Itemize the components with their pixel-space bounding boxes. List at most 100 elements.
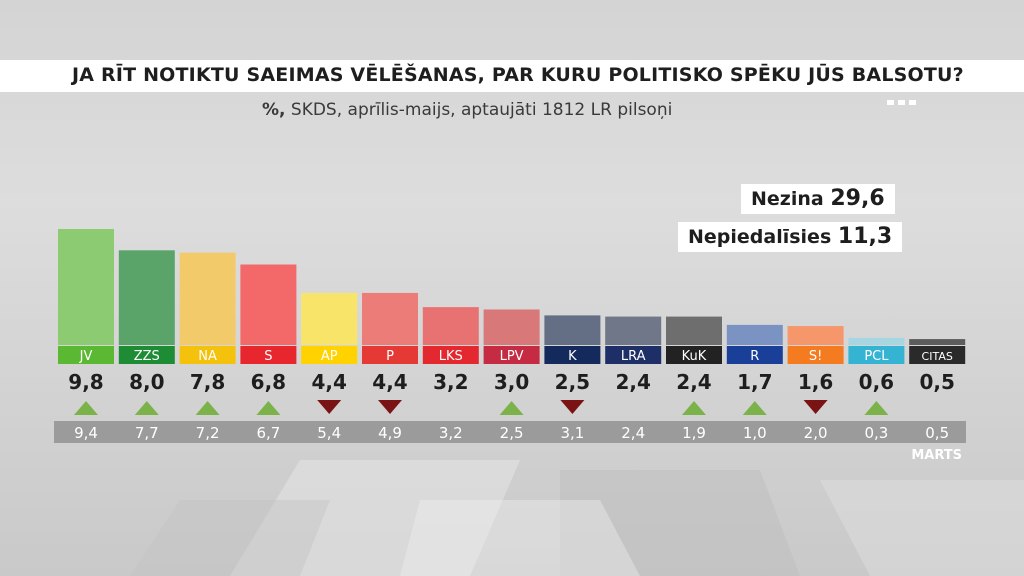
previous-value-label: 0,3 [864,424,888,442]
bar-kuk [666,316,722,345]
chart-title: JA RĪT NOTIKTU SAEIMAS VĒLĒŠANAS, PAR KU… [72,64,964,86]
category-label: NA [198,349,217,364]
chart-subtitle: %, SKDS, aprīlis-maijs, aptaujāti 1812 L… [262,100,672,120]
category-label: AP [321,349,338,364]
previous-value-label: 1,9 [682,424,706,442]
trend-up-icon [195,401,220,415]
category-label: S! [809,349,822,364]
value-label: 6,8 [251,370,286,394]
previous-value-label: 1,0 [743,424,767,442]
previous-value-label: 3,2 [439,424,463,442]
value-label: 1,7 [737,370,772,394]
value-label: 0,5 [919,370,954,394]
category-label: K [568,349,577,364]
bar-lks [422,307,479,345]
bar-na [179,252,236,345]
category-label-bg [118,346,175,364]
previous-value-label: 2,0 [804,424,828,442]
nezina-value: 29,6 [830,186,885,211]
category-label-bg [362,346,418,364]
trend-down-icon [317,400,342,414]
trend-up-icon [682,401,706,415]
category-label-bg [848,346,905,364]
value-label: 8,0 [129,370,164,394]
nepiedalisies-label: Nepiedalīsies [688,226,832,248]
category-label: P [386,349,394,364]
nepiedalisies-value: 11,3 [837,224,893,249]
subtitle-source: SKDS, aprīlis-maijs, aptaujāti 1812 LR p… [285,100,673,120]
nezina-label: Nezina [751,188,824,210]
bar-ap [301,292,358,345]
value-label: 3,0 [494,370,529,394]
category-label: PCL [864,349,889,364]
value-label: 4,4 [311,370,346,394]
category-label: KuK [682,349,707,364]
previous-value-label: 4,9 [378,424,402,442]
category-label: LPV [500,349,524,364]
trend-down-icon [803,400,828,414]
category-label: JV [79,349,93,364]
bar-s! [787,326,844,345]
category-label-bg [240,346,297,364]
category-label: R [750,349,759,364]
previous-value-label: 7,7 [135,424,159,442]
category-label: ZZS [134,349,160,364]
category-label-bg [909,346,966,364]
category-label: LRA [621,349,646,364]
trend-up-icon [134,401,159,415]
previous-value-label: 2,5 [500,424,524,442]
bar-citas [909,339,966,345]
title-bar [0,60,1024,92]
value-label: 3,2 [433,370,468,394]
trend-down-icon [560,400,585,414]
value-label: 4,4 [372,370,407,394]
previous-value-label: 9,4 [74,424,98,442]
category-label-bg [58,346,114,364]
category-label-bg [666,346,722,364]
bar-pcl [848,337,905,345]
bar-zzs [118,250,175,345]
category-label-bg [483,346,540,364]
value-label: 2,4 [615,370,650,394]
category-label-bg [544,346,601,364]
previous-value-label: 7,2 [196,424,220,442]
category-label: LKS [439,349,463,364]
category-label-bg [605,346,662,364]
value-label: 9,8 [68,370,103,394]
bar-p [362,292,418,345]
previous-value-label: 2,4 [621,424,645,442]
trend-down-icon [378,400,402,414]
trend-up-icon [742,401,767,415]
bar-jv [58,229,114,345]
previous-value-label: 3,1 [560,424,584,442]
value-label: 7,8 [190,370,225,394]
previous-values-band [54,421,966,443]
bar-r [726,324,783,345]
bar-k [544,315,601,345]
category-label-bg [787,346,844,364]
bar-lra [605,316,662,345]
value-label: 2,4 [676,370,711,394]
previous-value-label: 5,4 [317,424,341,442]
trend-up-icon [499,401,524,415]
category-label-bg [726,346,783,364]
previous-value-label: 6,7 [256,424,280,442]
category-label-bg [179,346,236,364]
category-label: CITAS [922,350,953,363]
bar-lpv [483,309,540,345]
trend-up-icon [74,401,98,415]
category-label-bg [422,346,479,364]
category-label: S [264,349,272,364]
previous-value-label: 0,5 [925,424,949,442]
nepiedalisies-box: Nepiedalīsies 11,3 [678,222,903,252]
previous-period-label: MARTS [911,448,962,463]
subtitle-unit: %, [262,100,286,120]
trend-up-icon [864,401,889,415]
trend-up-icon [256,401,281,415]
nezina-box: Nezina 29,6 [741,184,895,214]
menu-dots-icon [887,90,920,109]
value-label: 1,6 [798,370,833,394]
value-label: 2,5 [555,370,590,394]
value-label: 0,6 [859,370,894,394]
